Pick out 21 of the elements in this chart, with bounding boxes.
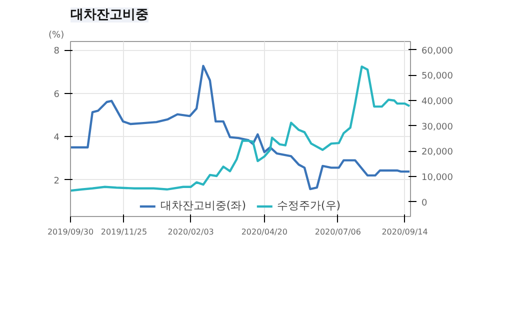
y-tick-label: 2 xyxy=(54,176,60,186)
legend-label: 대차잔고비중(좌) xyxy=(160,198,246,213)
y2-tick-label: 40,000 xyxy=(422,97,454,108)
y2-tick-label: 0 xyxy=(422,198,428,208)
x-tick-label: 2020/02/03 xyxy=(168,228,214,236)
y-tick-label: 8 xyxy=(54,46,60,57)
y2-tick-label: 60,000 xyxy=(422,46,454,56)
x-tick-label: 2020/07/06 xyxy=(314,228,361,236)
x-tick-label: 2020/04/20 xyxy=(241,228,288,236)
y-tick-label: 6 xyxy=(54,90,60,100)
y2-tick-label: 20,000 xyxy=(422,148,454,158)
x-tick-label: 2019/11/25 xyxy=(100,228,148,236)
x-tick-label: 2020/09/14 xyxy=(382,228,428,236)
y-axis-title: (%) xyxy=(48,30,64,40)
chart-title: 대차잔고비중 xyxy=(70,8,148,22)
y2-tick-label: 10,000 xyxy=(422,172,454,183)
legend-label: 수정주가(우) xyxy=(277,198,341,213)
x-tick-label: 2019/09/30 xyxy=(47,228,94,236)
y-tick-label: 4 xyxy=(54,133,60,144)
y2-tick-label: 50,000 xyxy=(422,72,454,82)
y2-tick-label: 30,000 xyxy=(422,122,454,132)
